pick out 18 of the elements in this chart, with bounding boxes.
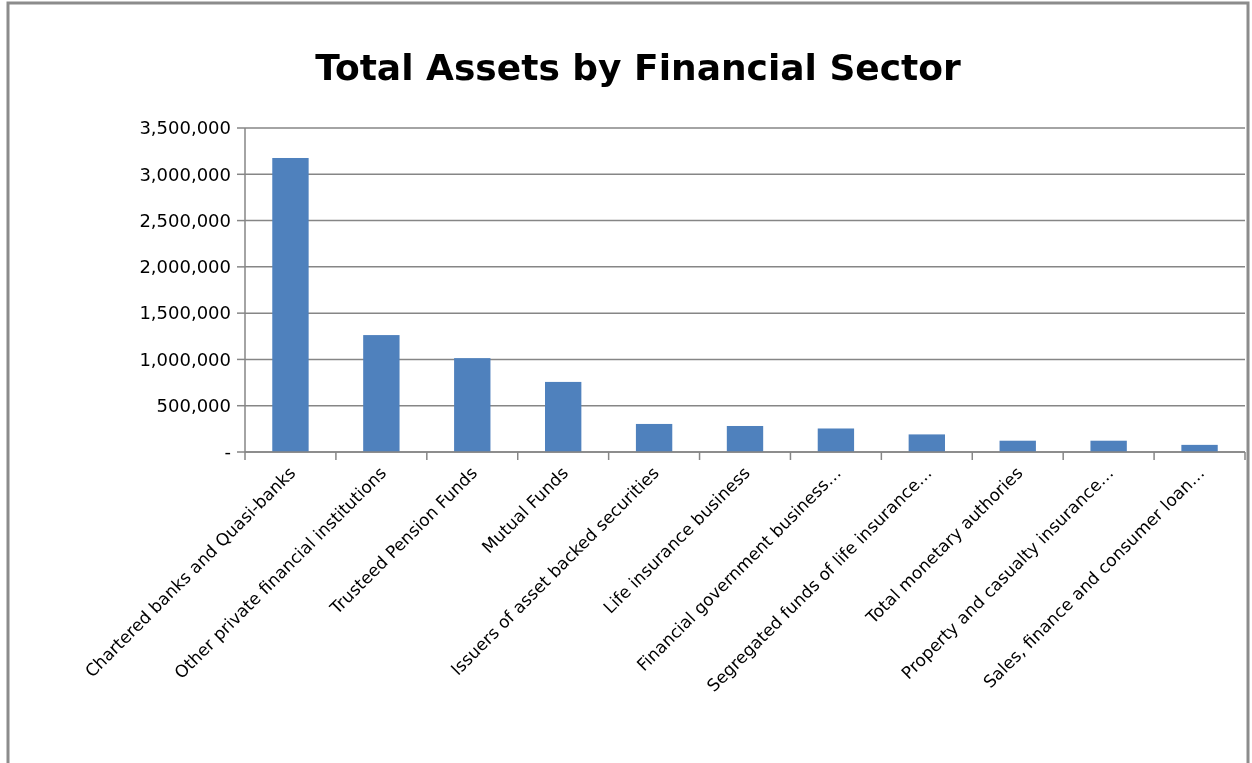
bar: [635, 423, 673, 452]
bar: [1090, 440, 1127, 452]
bar: [454, 358, 491, 452]
y-tick-label: 3,500,000: [139, 117, 231, 139]
y-tick-label: 2,000,000: [139, 256, 231, 278]
bar: [726, 425, 764, 452]
y-tick-label: 3,000,000: [139, 163, 231, 185]
bar: [545, 381, 582, 452]
bar: [908, 434, 945, 452]
y-tick-label: 500,000: [156, 395, 231, 417]
y-tick-label: 1,500,000: [139, 302, 231, 324]
chart-title: Total Assets by Financial Sector: [315, 47, 962, 88]
bar: [817, 428, 855, 452]
bar: [363, 335, 400, 452]
bar: [272, 157, 309, 452]
y-tick-label: -: [224, 441, 231, 463]
y-tick-label: 1,000,000: [139, 348, 231, 370]
y-tick-label: 2,500,000: [139, 209, 231, 231]
